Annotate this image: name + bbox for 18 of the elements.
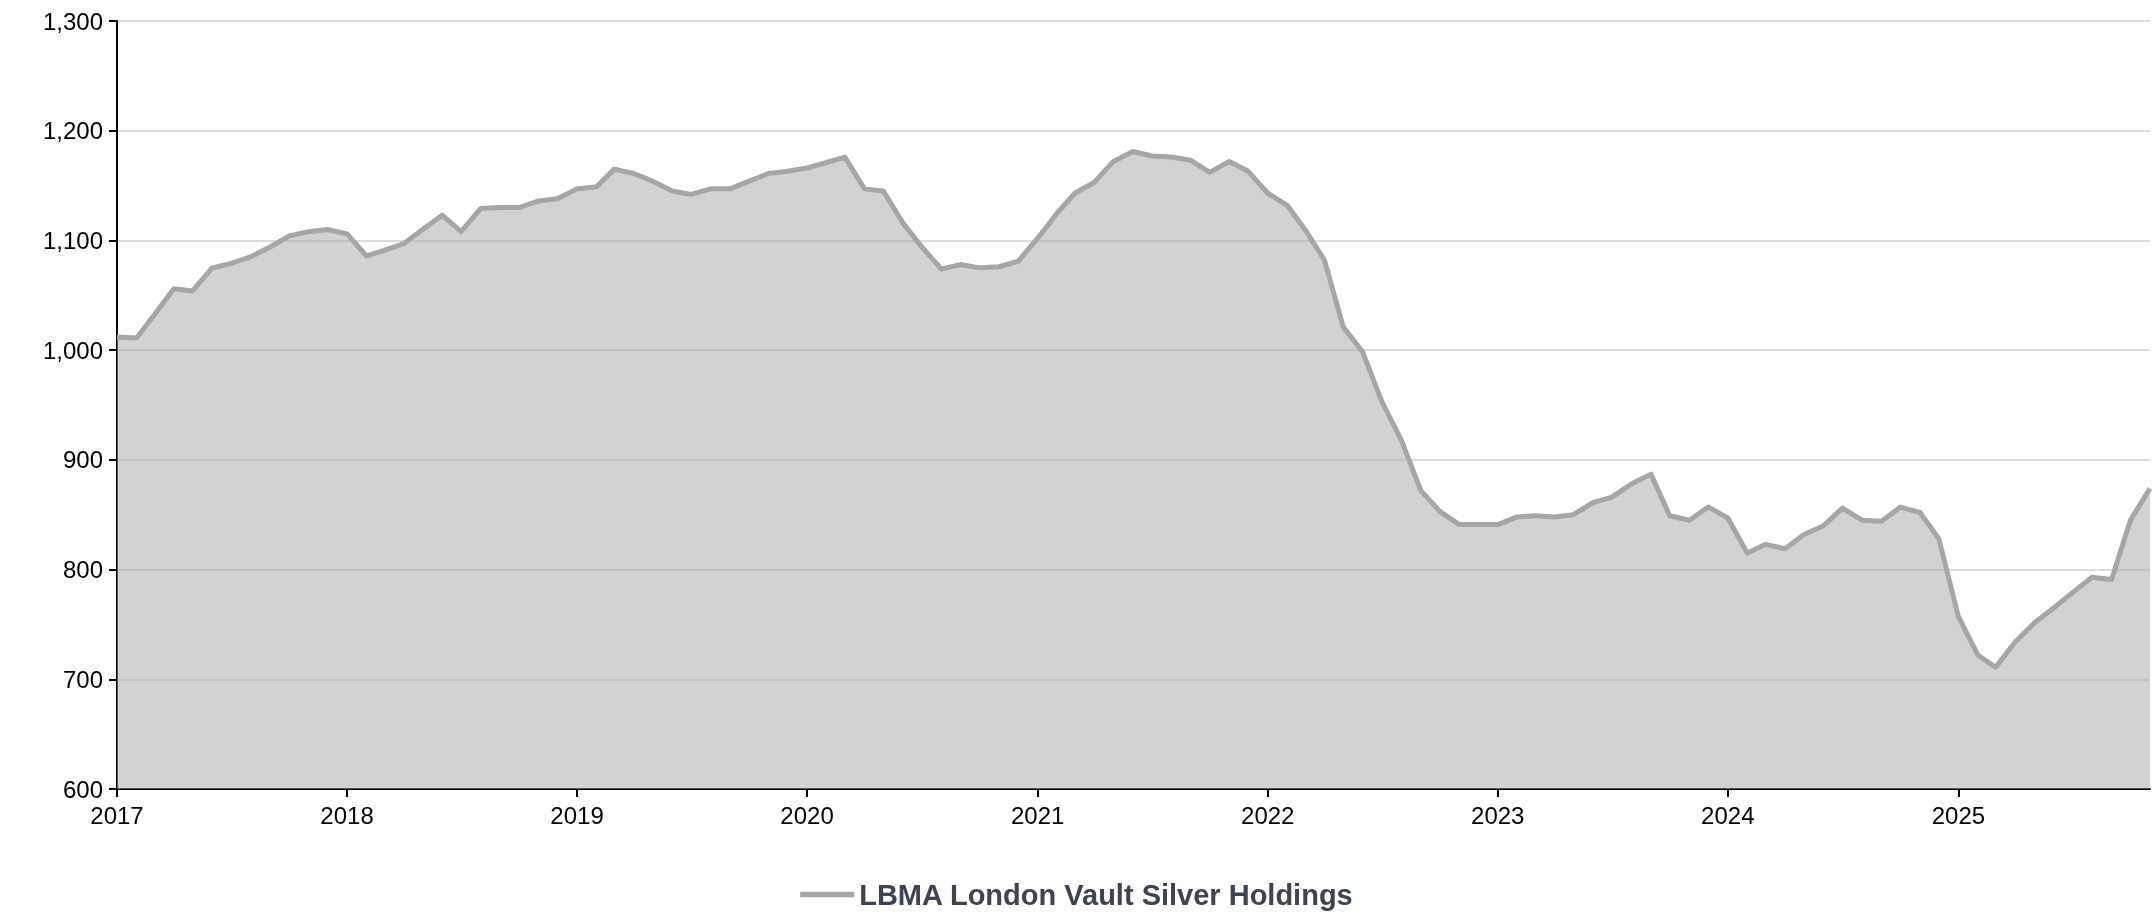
x-tick-label: 2024 [1701,801,1755,829]
x-tick-label: 2017 [90,801,144,829]
x-tick-label: 2018 [320,801,374,829]
y-tick-label: 1,300 [42,7,103,35]
y-tick-label: 1,000 [42,336,103,364]
x-tick-label: 2020 [780,801,834,829]
x-tick-label: 2022 [1241,801,1295,829]
y-tick-label: 600 [62,775,103,803]
x-tick-label: 2021 [1011,801,1065,829]
x-tick-label: 2023 [1471,801,1525,829]
legend-label: LBMA London Vault Silver Holdings [859,878,1353,911]
y-tick-label: 700 [62,665,103,693]
x-tick-label: 2025 [1931,801,1986,829]
x-tick-label: 2019 [550,801,604,829]
y-tick-label: 1,100 [42,226,103,254]
y-tick-label: 900 [62,446,103,474]
y-tick-label: 1,200 [42,117,103,145]
y-tick-label: 800 [62,556,103,584]
